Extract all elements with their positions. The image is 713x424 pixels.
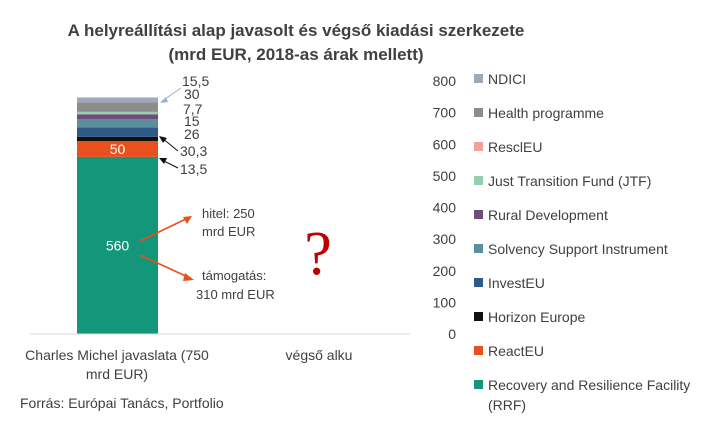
y-tick-label: 800	[433, 73, 457, 89]
data-label: 30,3	[180, 143, 207, 159]
grant-arrow	[139, 254, 191, 279]
horizon-leader-head	[159, 158, 167, 164]
data-label: 15,5	[182, 73, 209, 89]
bar-segment	[77, 156, 158, 334]
chart-subtitle: (mrd EUR, 2018-as árak mellett)	[168, 45, 423, 64]
legend-swatch	[474, 244, 483, 253]
bar-segment	[77, 111, 158, 115]
legend: NDICI Health programme ResclEU Just Transit…	[474, 71, 690, 413]
loan-annotation-line2: mrd EUR	[202, 224, 255, 239]
legend-label: NDICI	[488, 71, 526, 87]
legend-label: ResclEU	[488, 139, 542, 155]
y-tick-label: 0	[448, 326, 456, 342]
legend-label: Horizon Europe	[488, 309, 585, 325]
grant-annotation-line2: 310 mrd EUR	[196, 287, 275, 302]
data-label: 7,7	[183, 101, 203, 117]
y-tick-label: 600	[433, 136, 457, 152]
investeu-leader-head	[159, 136, 167, 143]
legend-label: Just Transition Fund (JTF)	[488, 173, 651, 189]
question-mark: ?	[304, 220, 332, 288]
legend-swatch	[474, 278, 483, 287]
y-tick-label: 700	[433, 105, 457, 121]
data-label: 15	[184, 113, 200, 129]
bar-stack	[77, 97, 158, 334]
y-tick-label: 300	[433, 231, 457, 247]
data-label: 30	[184, 86, 200, 102]
legend-swatch	[474, 142, 483, 151]
x-category-label: végső alku	[286, 347, 353, 363]
chart-title: A helyreállítási alap javasolt és végső …	[68, 21, 525, 40]
bar-segment	[77, 102, 158, 112]
y-axis: 0 100 200 300 400 500 600 700 800	[433, 73, 457, 342]
bar-segment	[77, 97, 158, 103]
data-label: 560	[106, 237, 130, 253]
legend-label: Health programme	[488, 105, 604, 121]
ndici-leader-head	[160, 97, 168, 103]
legend-swatch	[474, 346, 483, 355]
legend-label: Rural Development	[488, 207, 608, 223]
legend-label: InvestEU	[488, 275, 545, 291]
legend-swatch	[474, 176, 483, 185]
y-tick-label: 500	[433, 168, 457, 184]
bar-segment	[77, 136, 158, 142]
loan-annotation-line1: hitel: 250	[202, 206, 255, 221]
legend-swatch	[474, 380, 483, 389]
legend-swatch	[474, 108, 483, 117]
x-category-label-line2: mrd EUR)	[86, 366, 148, 382]
legend-swatch	[474, 312, 483, 321]
grant-annotation-line1: támogatás:	[202, 268, 266, 283]
legend-swatch	[474, 74, 483, 83]
legend-label: ReactEU	[488, 343, 544, 359]
loan-arrow	[139, 217, 189, 242]
legend-label: (RRF)	[488, 397, 526, 413]
y-tick-label: 100	[433, 294, 457, 310]
data-label: 50	[110, 141, 126, 157]
data-label: 13,5	[180, 161, 207, 177]
bar-segment	[77, 114, 158, 120]
bar-segment	[77, 119, 158, 128]
legend-label: Recovery and Resilience Facility	[488, 377, 690, 393]
grant-arrowhead	[183, 273, 194, 281]
loan-arrowhead	[183, 216, 192, 224]
y-tick-label: 400	[433, 200, 457, 216]
x-category-label-line1: Charles Michel javaslata (750	[25, 347, 209, 363]
x-axis: Charles Michel javaslata (750 mrd EUR) vég…	[25, 347, 352, 382]
data-label: 26	[184, 126, 200, 142]
bar-segment	[77, 141, 158, 157]
legend-swatch	[474, 210, 483, 219]
bar-segment	[77, 127, 158, 137]
source-note: Forrás: Európai Tanács, Portfolio	[20, 395, 224, 411]
legend-label: Solvency Support Instrument	[488, 241, 668, 257]
y-tick-label: 200	[433, 263, 457, 279]
